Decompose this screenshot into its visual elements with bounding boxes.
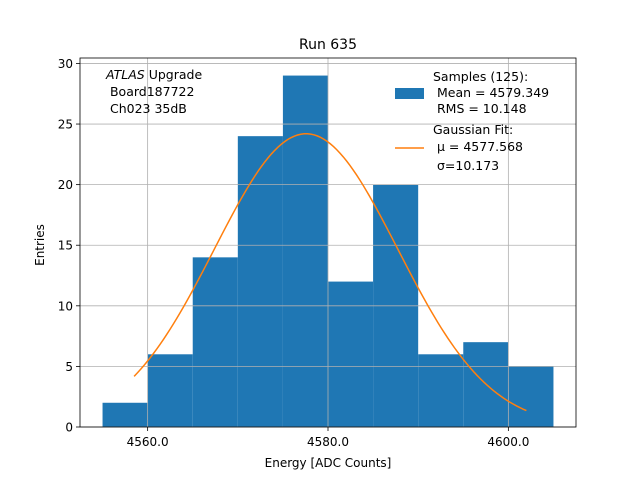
legend: Samples (125): Mean = 4579.349 RMS = 10.… xyxy=(395,69,549,173)
histogram-bar xyxy=(282,75,328,428)
y-tick-label: 10 xyxy=(58,299,73,313)
legend-samples-line-1: Samples (125): xyxy=(433,69,528,84)
legend-fit-line-3: σ=10.173 xyxy=(433,158,499,173)
annotation-atlas-text: ATLAS xyxy=(105,67,145,82)
legend-fit-line-2: μ = 4577.568 xyxy=(433,139,523,154)
histogram-bar xyxy=(147,354,193,427)
y-tick-label: 20 xyxy=(58,178,73,192)
y-tick-label: 30 xyxy=(58,57,73,71)
y-tick-label: 25 xyxy=(58,118,73,132)
legend-samples-swatch xyxy=(395,88,424,99)
histogram-bar xyxy=(508,366,554,427)
legend-samples-line-2: Mean = 4579.349 xyxy=(433,85,549,100)
annotation-line-2: Board187722 xyxy=(106,84,194,99)
y-tick-label: 15 xyxy=(58,239,73,253)
annotation-upgrade-text: Upgrade xyxy=(145,67,203,82)
x-axis-label: Energy [ADC Counts] xyxy=(265,456,392,470)
histogram-bar xyxy=(192,257,238,427)
x-tick-label: 4580.0 xyxy=(307,435,349,449)
histogram-bar xyxy=(237,136,283,427)
gaussian-fit-curve xyxy=(133,133,527,412)
chart-title: Run 635 xyxy=(299,37,357,53)
axis-ticks: 4560.0 4580.0 4600.0 0 5 10 15 20 25 30 xyxy=(58,57,530,449)
legend-samples-line-3: RMS = 10.148 xyxy=(433,101,527,116)
y-axis-label: Entries xyxy=(33,224,47,266)
y-tick-label: 0 xyxy=(65,421,73,435)
histogram-bar xyxy=(328,281,374,427)
legend-fit-line-1: Gaussian Fit: xyxy=(433,122,513,137)
annotation-line-1: ATLAS Upgrade xyxy=(105,67,202,82)
histogram-bars xyxy=(102,75,554,428)
x-tick-label: 4600.0 xyxy=(487,435,529,449)
x-tick-label: 4560.0 xyxy=(127,435,169,449)
annotation-line-3: Ch023 35dB xyxy=(106,101,187,116)
y-tick-label: 5 xyxy=(65,360,73,374)
atlas-annotation: ATLAS Upgrade Board187722 Ch023 35dB xyxy=(105,67,202,116)
histogram-bar xyxy=(418,354,464,427)
histogram-bar xyxy=(102,402,148,427)
